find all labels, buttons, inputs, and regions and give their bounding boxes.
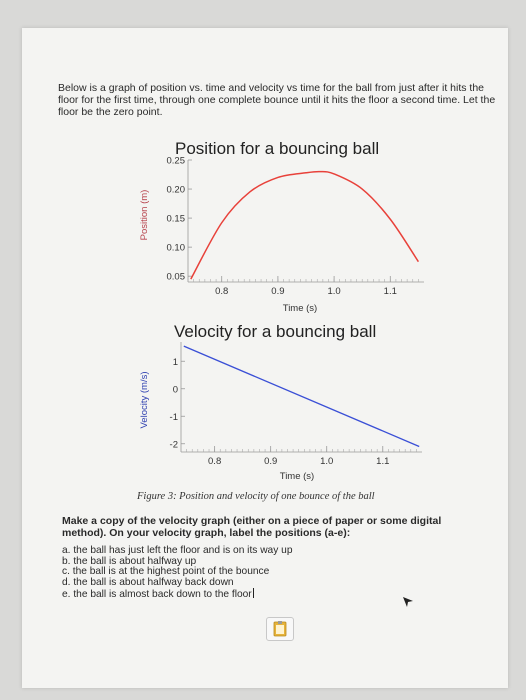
text-caret	[252, 588, 254, 598]
vel-x-tick-label: 1.0	[320, 456, 333, 467]
velocity-y-axis-label: Velocity (m/s)	[139, 371, 150, 428]
label-item-c: c. the ball is at the highest point of t…	[62, 566, 270, 577]
position-series-line	[190, 170, 420, 280]
vel-y-tick-label: -2	[170, 439, 178, 450]
vel-x-tick-label: 0.8	[208, 456, 221, 467]
label-item-a: a. the ball has just left the floor and …	[62, 545, 293, 556]
label-item-d: d. the ball is about halfway back down	[62, 576, 234, 588]
pos-x-tick-label: 0.8	[215, 286, 228, 297]
label-item-e[interactable]: e. the ball is almost back down to the f…	[62, 588, 482, 601]
vel-y-tick-label: 0	[173, 384, 178, 395]
position-labels-list: a. the ball has just left the floor and …	[62, 545, 482, 601]
pos-y-tick-label: 0.20	[167, 185, 186, 196]
vel-y-tick-label: 1	[173, 357, 178, 368]
figure-caption: Figure 3: Position and velocity of one b…	[137, 491, 375, 502]
velocity-x-axis-label: Time (s)	[280, 471, 314, 482]
position-y-axis-label: Position (m)	[139, 190, 150, 241]
velocity-series-line	[183, 345, 420, 448]
vel-x-tick-label: 1.1	[376, 456, 389, 467]
mouse-cursor-icon	[403, 597, 413, 607]
pos-x-tick-label: 1.1	[384, 286, 397, 297]
position-chart-title: Position for a bouncing ball	[175, 139, 379, 158]
attachment-file-icon[interactable]	[266, 617, 294, 641]
vel-x-tick-label: 0.9	[264, 456, 277, 467]
position-x-axis-label: Time (s)	[283, 303, 317, 314]
velocity-chart-axes	[180, 342, 422, 453]
velocity-chart-title: Velocity for a bouncing ball	[174, 322, 376, 341]
document-page	[22, 28, 508, 688]
pos-y-tick-label: 0.05	[167, 272, 186, 283]
pos-y-tick-label: 0.10	[167, 243, 186, 254]
pos-x-tick-label: 1.0	[327, 286, 340, 297]
vel-y-tick-label: -1	[170, 412, 178, 423]
label-item-b: b. the ball is about halfway up	[62, 555, 197, 567]
intro-paragraph: Below is a graph of position vs. time an…	[58, 82, 496, 118]
pos-y-tick-label: 0.25	[167, 156, 186, 167]
task-instructions: Make a copy of the velocity graph (eithe…	[62, 515, 442, 539]
pos-y-tick-label: 0.15	[167, 214, 186, 225]
label-item-e-text: e. the ball is almost back down to the f…	[62, 589, 252, 600]
pos-x-tick-label: 0.9	[271, 286, 284, 297]
